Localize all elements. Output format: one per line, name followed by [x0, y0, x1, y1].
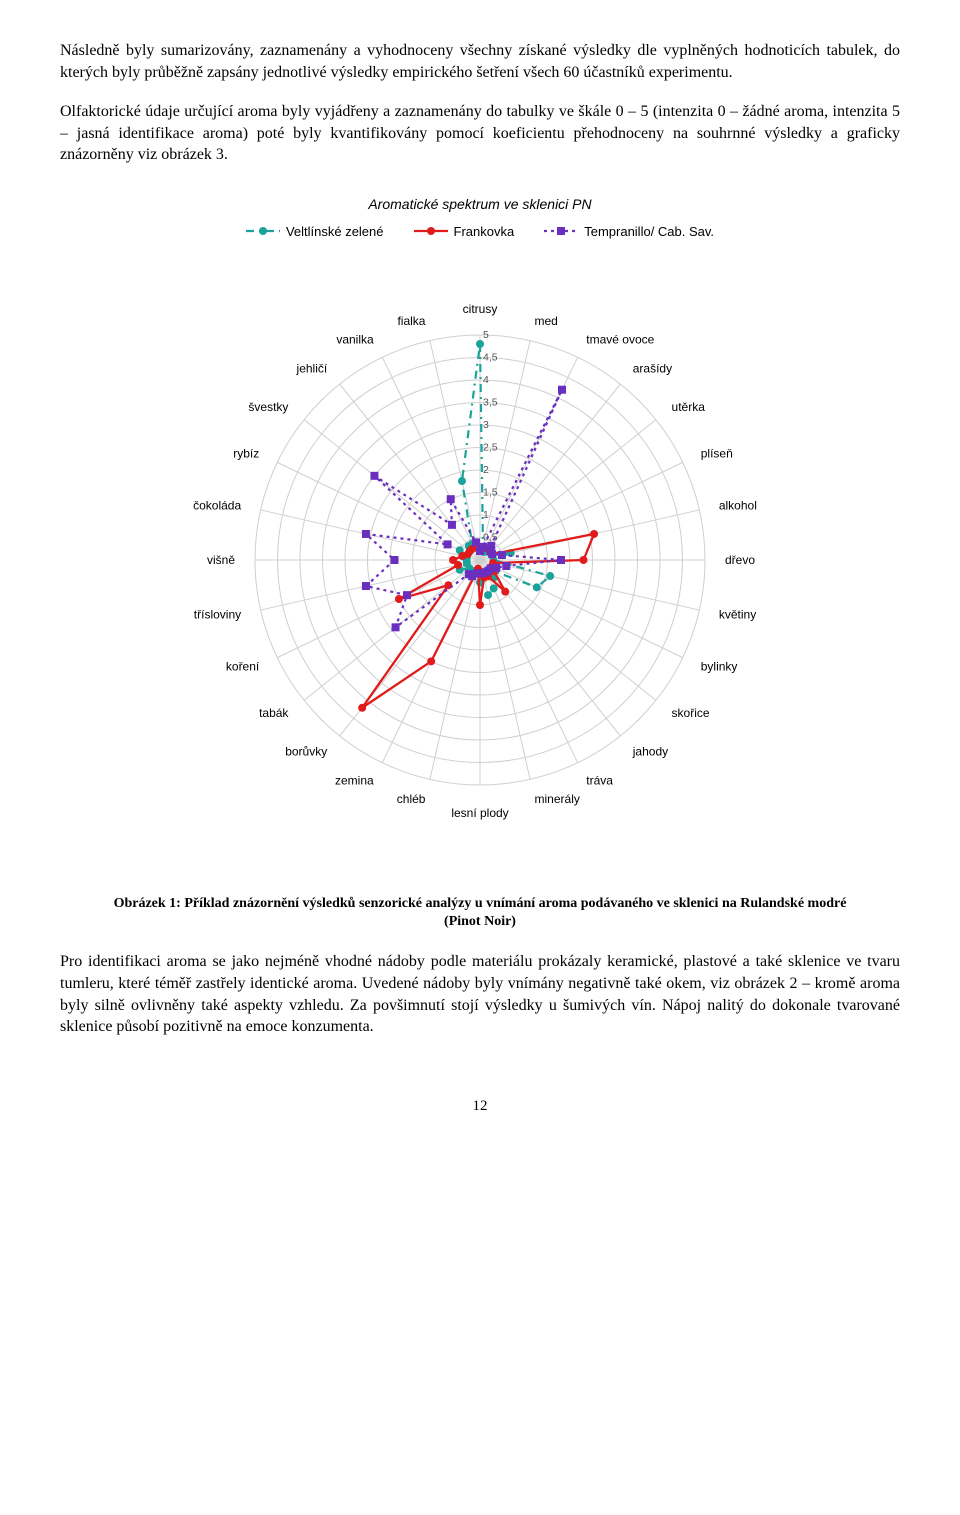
series-marker	[498, 551, 506, 559]
axis-label: rybíz	[233, 447, 259, 461]
paragraph-1: Následně byly sumarizovány, zaznamenány …	[60, 40, 900, 83]
axis-label: skořice	[672, 706, 710, 720]
series-marker	[444, 540, 452, 548]
legend-label: Frankovka	[454, 224, 515, 239]
axis-label: tmavé ovoce	[586, 332, 654, 346]
axis-label: minerály	[535, 792, 580, 806]
series-marker	[590, 530, 598, 538]
svg-text:4: 4	[483, 374, 489, 386]
svg-text:1,5: 1,5	[483, 486, 498, 498]
series-marker	[447, 495, 455, 503]
series-marker	[403, 591, 411, 599]
svg-text:3: 3	[483, 419, 489, 431]
series-marker	[370, 472, 378, 480]
svg-text:2: 2	[483, 464, 489, 476]
axis-label: citrusy	[463, 302, 498, 316]
series-marker	[362, 530, 370, 538]
axis-label: švestky	[248, 400, 288, 414]
series-marker	[358, 704, 366, 712]
svg-text:4,5: 4,5	[483, 351, 498, 363]
svg-text:1: 1	[483, 509, 489, 521]
series-marker	[557, 556, 565, 564]
series-marker	[391, 556, 399, 564]
axis-label: tráva	[586, 774, 613, 788]
series-marker	[490, 584, 498, 592]
legend-item: Tempranillo/ Cab. Sav.	[544, 224, 714, 239]
axis-label: chléb	[397, 792, 426, 806]
axis-label: dřevo	[725, 553, 755, 567]
series-marker	[533, 583, 541, 591]
axis-label: utěrka	[672, 400, 706, 414]
series-marker	[392, 623, 400, 631]
radar-chart-container: Aromatické spektrum ve sklenici PN Veltl…	[60, 196, 900, 865]
legend-item: Frankovka	[414, 224, 515, 239]
series-marker	[484, 591, 492, 599]
radar-chart: 0,511,522,533,544,55citrusymedtmavé ovoc…	[160, 245, 800, 865]
axis-label: bylinky	[701, 659, 738, 673]
series-marker	[488, 550, 496, 558]
axis-label: tabák	[259, 706, 289, 720]
axis-label: květiny	[719, 607, 756, 621]
series-marker	[546, 572, 554, 580]
axis-label: med	[535, 314, 558, 328]
svg-text:5: 5	[483, 329, 489, 341]
series-marker	[427, 657, 435, 665]
series-marker	[558, 386, 566, 394]
series-marker	[449, 556, 457, 564]
axis-label: jahody	[632, 745, 668, 759]
svg-text:2,5: 2,5	[483, 441, 498, 453]
chart-legend: Veltlínské zelené Frankovka Tempranillo/ C…	[60, 224, 900, 239]
axis-label: borůvky	[285, 745, 327, 759]
series-marker	[476, 340, 484, 348]
series-marker	[502, 562, 510, 570]
axis-label: čokoláda	[193, 498, 241, 512]
series-marker	[465, 570, 473, 578]
legend-label: Tempranillo/ Cab. Sav.	[584, 224, 714, 239]
axis-label: koření	[226, 659, 260, 673]
series-marker	[395, 595, 403, 603]
paragraph-2: Olfaktorické údaje určující aroma byly v…	[60, 101, 900, 166]
axis-label: alkohol	[719, 498, 757, 512]
axis-label: vanilka	[336, 332, 374, 346]
legend-item: Veltlínské zelené	[246, 224, 384, 239]
axis-label: plíseň	[701, 447, 733, 461]
paragraph-3: Pro identifikaci aroma se jako nejméně v…	[60, 951, 900, 1037]
axis-label: višně	[207, 553, 235, 567]
axis-label: zemina	[335, 774, 374, 788]
series-marker	[501, 588, 509, 596]
axis-label: jehličí	[296, 361, 328, 375]
legend-label: Veltlínské zelené	[286, 224, 384, 239]
series-marker	[472, 538, 480, 546]
series-marker	[448, 521, 456, 529]
page-number: 12	[60, 1098, 900, 1115]
series-marker	[580, 556, 588, 564]
axis-label: arašídy	[633, 361, 672, 375]
series-marker	[362, 582, 370, 590]
chart-title: Aromatické spektrum ve sklenici PN	[60, 196, 900, 212]
axis-label: fialka	[397, 314, 425, 328]
axis-label: lesní plody	[451, 806, 508, 820]
figure-caption: Obrázek 1: Příklad znázornění výsledků s…	[100, 895, 860, 931]
series-marker	[476, 601, 484, 609]
series-marker	[458, 477, 466, 485]
svg-text:3,5: 3,5	[483, 396, 498, 408]
axis-label: třísloviny	[194, 607, 241, 621]
series-marker	[479, 543, 487, 551]
